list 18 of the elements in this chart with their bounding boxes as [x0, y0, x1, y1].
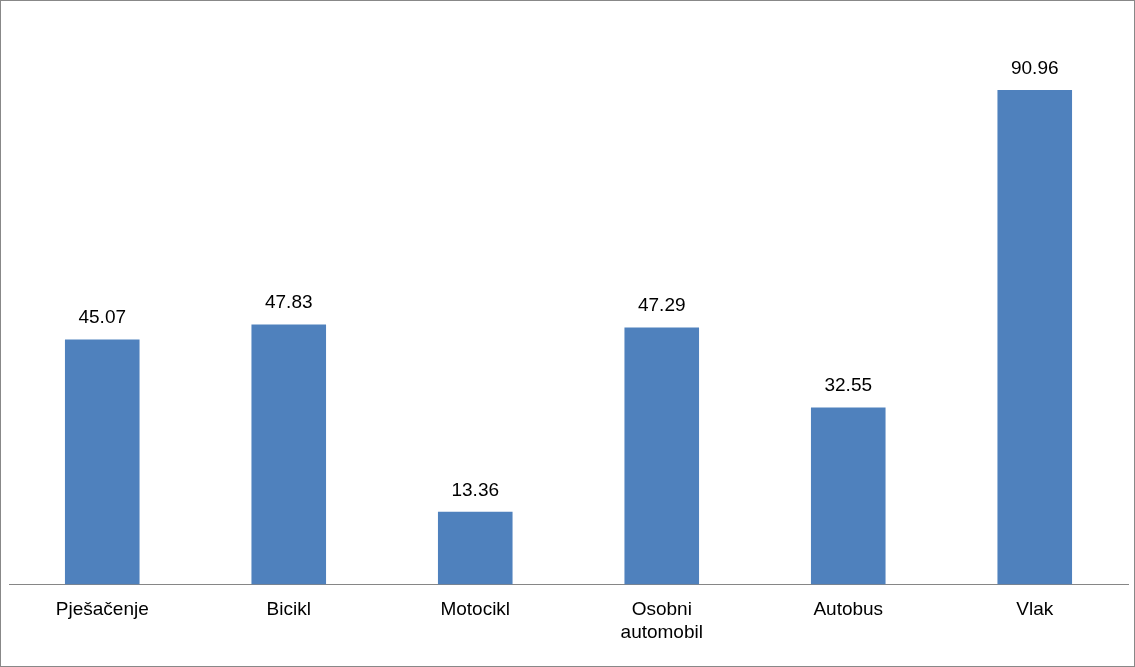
bar: [997, 90, 1073, 585]
data-label: 47.29: [637, 294, 686, 316]
bar: [64, 339, 140, 585]
x-tick-label: Osobni automobil: [620, 598, 703, 642]
x-tick-label: Motocikl: [440, 598, 511, 620]
x-tick-label: Autobus: [813, 598, 884, 620]
x-tick-label: Vlak: [1016, 598, 1054, 620]
bar: [251, 324, 327, 585]
data-label: 45.07: [78, 306, 127, 328]
data-label: 32.55: [824, 374, 873, 396]
data-label: 13.36: [451, 478, 500, 500]
data-label: 47.83: [264, 291, 313, 313]
bar: [437, 511, 513, 585]
bar: [810, 407, 886, 585]
x-tick-label: Pješačenje: [55, 598, 149, 620]
x-tick-label: Bicikl: [266, 598, 311, 620]
data-label: 90.96: [1010, 56, 1059, 78]
bar: [624, 327, 700, 585]
